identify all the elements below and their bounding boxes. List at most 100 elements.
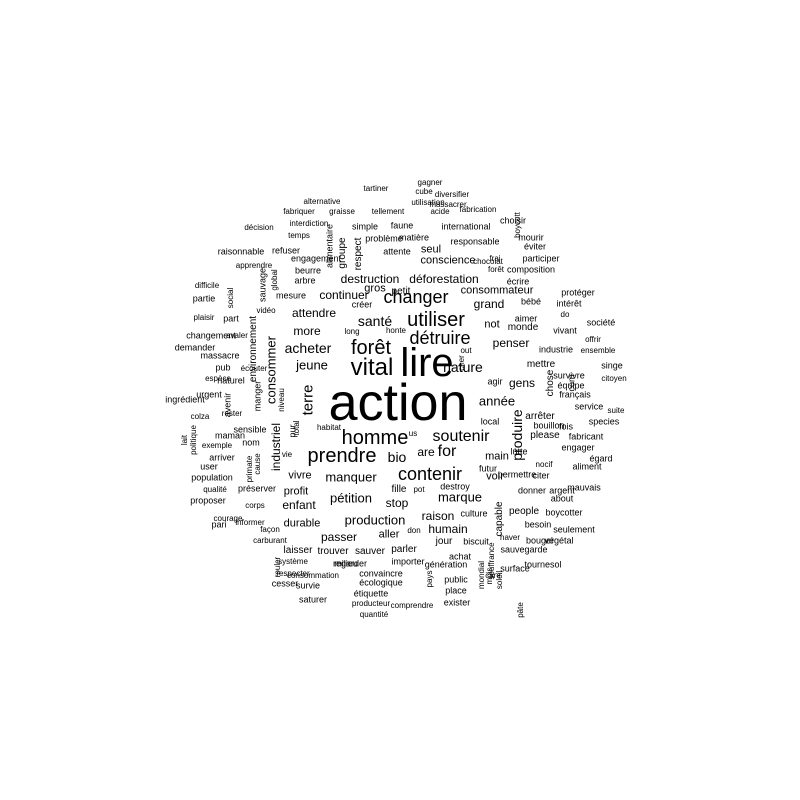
word: sauvegarde (500, 544, 548, 555)
word: demander (174, 342, 216, 353)
word: temps (288, 231, 310, 240)
word: interdiction (289, 219, 329, 228)
word: rouler (273, 556, 282, 578)
word: people (508, 506, 540, 517)
word: industrie (538, 344, 574, 355)
word: saturer (298, 594, 328, 605)
word: passer (320, 530, 358, 544)
word: futur (478, 463, 498, 474)
word: vie (281, 450, 293, 459)
word: façon (260, 525, 280, 534)
word: matière (398, 232, 430, 243)
word: arbre (294, 275, 316, 286)
word: raisonnable (217, 246, 265, 257)
word: apprendre (235, 261, 273, 270)
word: global (270, 269, 279, 291)
word: parler (391, 544, 417, 555)
word: not (484, 318, 500, 331)
word: stop (385, 496, 409, 510)
word: lait (180, 434, 189, 446)
word: singe (601, 360, 623, 371)
word: boycott (513, 212, 522, 238)
word: manger (252, 380, 263, 412)
word: enfant (282, 498, 316, 512)
word: déforestation (409, 272, 479, 286)
word: sauver (354, 546, 386, 557)
word: action (328, 374, 468, 432)
word: gros (364, 282, 386, 295)
word: producteur (351, 599, 391, 608)
word: raison (421, 509, 455, 523)
word: voir (486, 470, 504, 483)
word: année (478, 393, 516, 409)
word: survie (295, 580, 321, 591)
word: corps (245, 501, 265, 510)
word: regarder (332, 558, 368, 569)
word: végétal (544, 535, 574, 546)
word: social (226, 287, 235, 309)
word: marque (437, 489, 483, 505)
word: bouger (525, 535, 555, 546)
word: cher (457, 355, 466, 371)
word: seulement (553, 524, 595, 535)
word: culture (460, 508, 488, 519)
word: mesure (275, 290, 307, 301)
word: changement (186, 330, 236, 341)
word: milieu (334, 558, 358, 569)
word: colza (190, 412, 210, 421)
word: forêt (487, 265, 505, 274)
word: contenir (397, 464, 463, 484)
word: cube (415, 187, 433, 196)
word: continuer (319, 288, 369, 302)
word: vivre (288, 469, 312, 482)
word: proposer (190, 495, 226, 506)
word: offrir (585, 335, 601, 344)
word: écrire (506, 276, 530, 287)
word: exister (443, 597, 471, 608)
word: nom (242, 437, 260, 448)
word: haver (499, 533, 521, 542)
word: gagner (417, 178, 443, 187)
word: part (223, 313, 239, 324)
word: homme (341, 427, 409, 449)
word: décision (244, 223, 274, 232)
word: donner (517, 485, 547, 496)
word: don (407, 526, 421, 535)
word: frai (489, 254, 501, 263)
word: simple (351, 221, 379, 232)
word: pays (425, 570, 434, 588)
word: for (437, 443, 457, 460)
word: sensible (233, 424, 267, 435)
word: trouver (317, 546, 349, 557)
word: jeune (296, 357, 328, 373)
word: maman (214, 430, 246, 441)
word: us (408, 429, 418, 438)
word: consommateur (460, 284, 534, 297)
word: composition (506, 264, 556, 275)
word: massacre (200, 350, 240, 361)
word: politique (189, 425, 198, 455)
word: pâte (516, 602, 525, 618)
word: public (444, 574, 468, 585)
word: service (574, 401, 604, 412)
word: génération (424, 559, 468, 570)
word: équipe (557, 380, 585, 391)
word: système (278, 557, 308, 566)
word: rester (221, 409, 243, 418)
word: plaisir (193, 313, 215, 322)
word: protéger (561, 287, 595, 298)
word: lutte (510, 446, 528, 457)
word: do (560, 310, 570, 319)
word: beurre (294, 265, 322, 276)
word: comprendre (390, 601, 434, 610)
word: ingrédient (165, 394, 205, 405)
word: attendre (291, 306, 337, 320)
word: prendre (307, 445, 377, 467)
word: mourir (518, 232, 544, 243)
word: jour (435, 536, 453, 547)
word: bio (387, 449, 407, 465)
word: main (485, 450, 509, 463)
word: informer (235, 518, 265, 527)
word: attente (383, 246, 411, 257)
word: courage (213, 514, 243, 523)
